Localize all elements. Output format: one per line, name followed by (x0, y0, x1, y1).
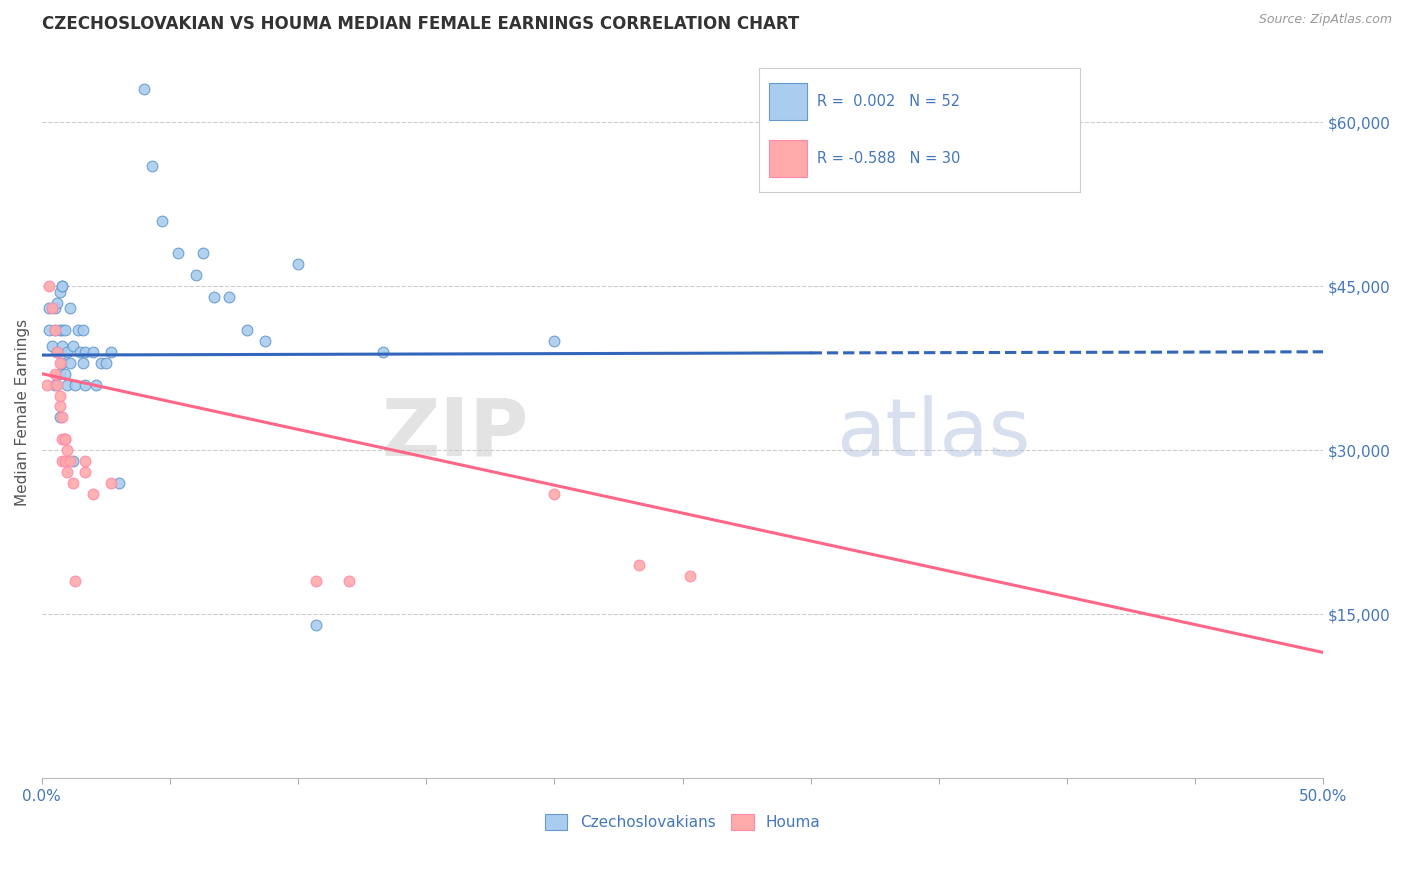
Point (44, 301, 66, 315)
Point (51, 279, 73, 293)
Point (44, 323, 66, 337)
Point (69, 344, 91, 359)
Point (44, 323, 66, 337)
Text: CZECHOSLOVAKIAN VS HOUMA MEDIAN FEMALE EARNINGS CORRELATION CHART: CZECHOSLOVAKIAN VS HOUMA MEDIAN FEMALE E… (42, 15, 799, 33)
Point (59, 301, 82, 315)
Point (38, 301, 60, 315)
Point (305, 618, 328, 632)
Point (46, 295, 69, 310)
Text: Source: ZipAtlas.com: Source: ZipAtlas.com (1258, 13, 1392, 27)
Point (100, 344, 122, 359)
Point (35, 377, 58, 392)
Point (75, 377, 97, 392)
Point (44, 377, 66, 392)
Point (202, 290, 225, 304)
Point (51, 323, 73, 337)
Point (53, 367, 76, 381)
Point (48, 388, 70, 402)
Point (41, 339, 63, 353)
Point (218, 290, 240, 304)
Point (100, 475, 122, 490)
Point (627, 558, 650, 572)
Point (38, 323, 60, 337)
Text: ZIP: ZIP (381, 395, 529, 473)
Point (46, 377, 69, 392)
Point (82, 344, 104, 359)
Point (56, 344, 79, 359)
Point (56, 377, 79, 392)
Point (51, 279, 73, 293)
Point (543, 487, 565, 501)
Point (72, 356, 94, 370)
Point (337, 574, 360, 589)
Point (53, 323, 76, 337)
Point (150, 213, 173, 227)
Point (56, 465, 79, 479)
Point (305, 574, 328, 589)
Point (141, 159, 163, 173)
Point (46, 344, 69, 359)
Point (48, 410, 70, 425)
Point (63, 574, 86, 589)
Point (44, 367, 66, 381)
Point (48, 356, 70, 370)
Point (62, 339, 84, 353)
Point (543, 334, 565, 348)
Point (53, 432, 76, 446)
Point (53, 432, 76, 446)
Point (75, 465, 97, 479)
Point (84, 377, 107, 392)
Point (51, 432, 73, 446)
Point (107, 475, 129, 490)
Point (51, 410, 73, 425)
Point (48, 367, 70, 381)
Point (184, 268, 207, 283)
Point (82, 487, 104, 501)
Point (51, 454, 73, 468)
Point (51, 339, 73, 353)
Point (41, 301, 63, 315)
Point (59, 454, 82, 468)
Point (62, 475, 84, 490)
Point (48, 285, 70, 299)
Point (94, 356, 117, 370)
Point (51, 356, 73, 370)
Point (46, 344, 69, 359)
Point (66, 323, 89, 337)
Point (59, 356, 82, 370)
Point (38, 279, 60, 293)
Point (63, 377, 86, 392)
Point (166, 246, 188, 260)
Point (56, 443, 79, 458)
Y-axis label: Median Female Earnings: Median Female Earnings (15, 318, 30, 506)
Point (53, 454, 76, 468)
Point (48, 400, 70, 414)
Point (236, 323, 259, 337)
Point (287, 257, 309, 271)
Point (371, 344, 394, 359)
Point (48, 323, 70, 337)
Point (193, 246, 215, 260)
Point (62, 454, 84, 468)
Point (90, 356, 112, 370)
Point (253, 334, 276, 348)
Legend: Czechoslovakians, Houma: Czechoslovakians, Houma (538, 808, 827, 837)
Point (75, 344, 97, 359)
Point (134, 82, 156, 96)
Text: atlas: atlas (837, 395, 1031, 473)
Point (679, 569, 702, 583)
Point (75, 454, 97, 468)
Point (72, 323, 94, 337)
